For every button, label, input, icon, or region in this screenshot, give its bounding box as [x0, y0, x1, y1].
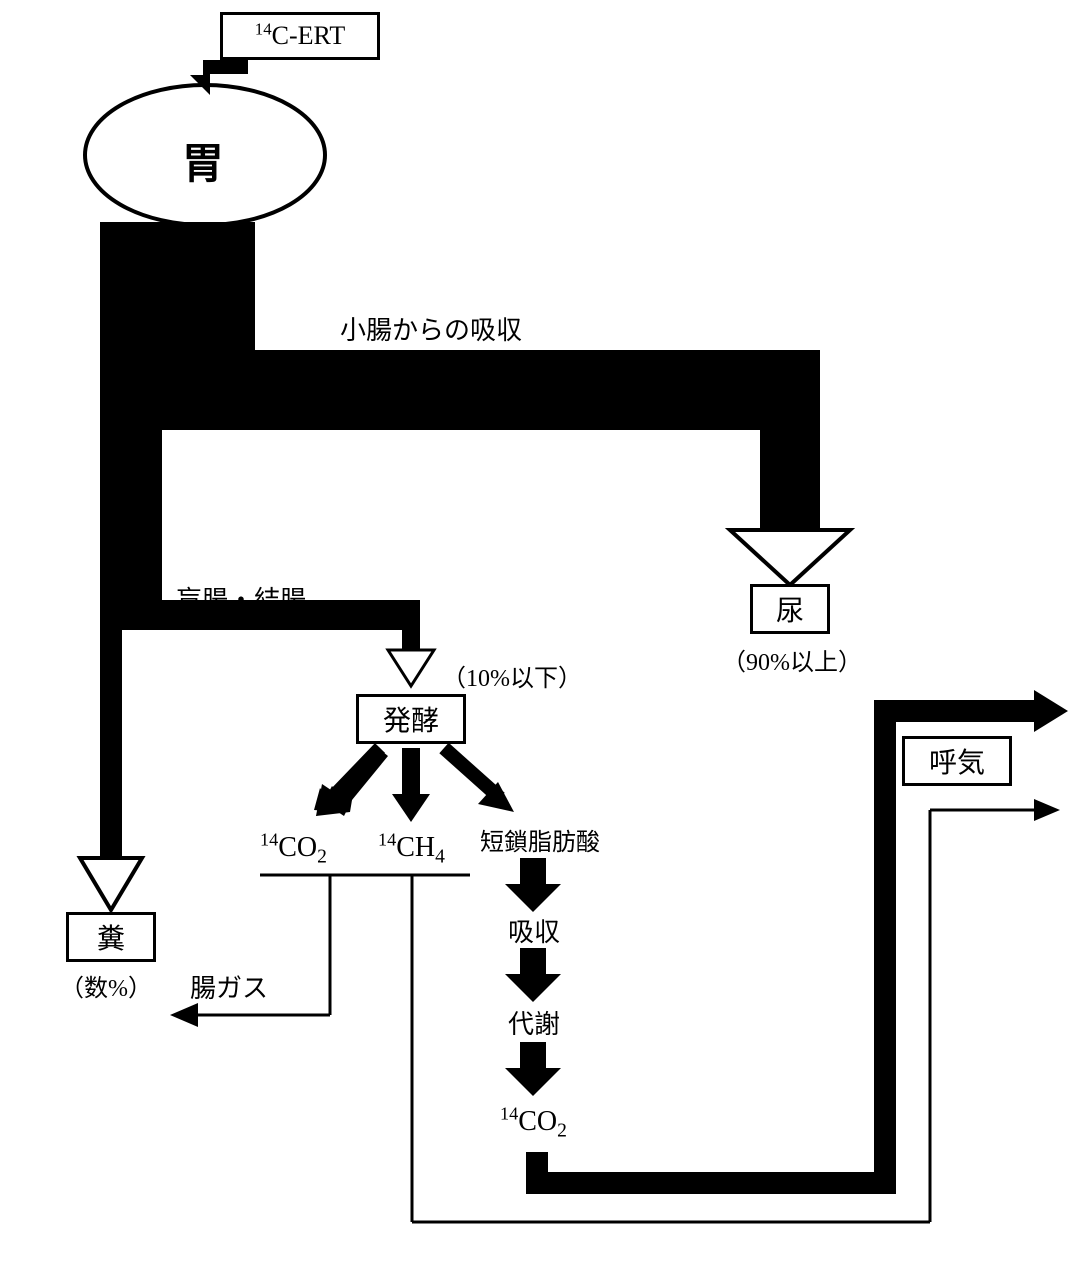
stomach-node: 胃: [182, 130, 224, 191]
product-ch4: 14CH4: [378, 832, 445, 864]
intestine-absorb-label: 小腸からの吸収: [340, 310, 522, 347]
ferment-box: 発酵: [356, 694, 466, 744]
flow-svg: [0, 0, 1080, 1267]
urine-box: 尿: [750, 584, 830, 634]
ferment-pct: （10%以下）: [442, 658, 582, 693]
feces-pct: （数%）: [60, 968, 152, 1003]
product-scfa: 短鎖脂肪酸: [480, 822, 600, 857]
feces-box: 糞: [66, 912, 156, 962]
input-box: 14C-ERT: [220, 12, 380, 60]
intestinal-gas-label: 腸ガス: [190, 968, 268, 1005]
urine-pct: （90%以上）: [722, 642, 862, 677]
colon-label: 盲腸・結腸: [176, 580, 306, 617]
absorption-label: 吸収: [508, 912, 560, 949]
breath-box: 呼気: [902, 736, 1012, 786]
product-co2: 14CO2: [260, 832, 327, 864]
metabolism-label: 代謝: [508, 1004, 560, 1041]
final-co2: 14CO2: [500, 1106, 567, 1138]
